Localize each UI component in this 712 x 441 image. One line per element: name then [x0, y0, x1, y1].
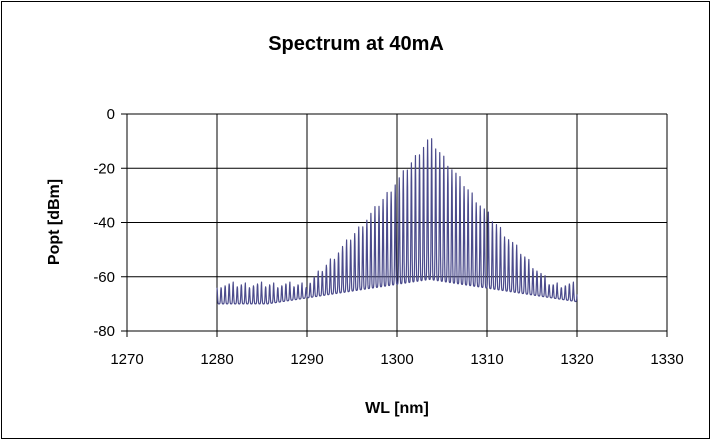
- x-tick-label: 1330: [650, 351, 683, 368]
- axes: [121, 113, 668, 337]
- y-tick-label: -60: [93, 269, 115, 286]
- y-tick-label: -80: [93, 323, 115, 340]
- y-tick-label: 0: [107, 106, 115, 123]
- x-tick-label: 1270: [110, 351, 143, 368]
- x-tick-label: 1310: [470, 351, 503, 368]
- tick-labels: 0 -20 -40 -60 -80 1270 1280 1290 1300 1310 1320 133…: [93, 106, 683, 368]
- series-line-spectrum: [216, 138, 578, 305]
- series-layer: [216, 138, 578, 305]
- chart-title: Spectrum at 40mA: [268, 33, 444, 55]
- x-axis-label: WL [nm]: [365, 400, 429, 417]
- y-tick-label: -20: [93, 160, 115, 177]
- y-axis-label: Popt [dBm]: [46, 179, 63, 265]
- grid: [127, 113, 668, 331]
- y-tick-label: -40: [93, 215, 115, 232]
- x-tick-label: 1300: [380, 351, 413, 368]
- x-tick-label: 1280: [200, 351, 233, 368]
- x-tick-label: 1290: [290, 351, 323, 368]
- x-tick-label: 1320: [560, 351, 593, 368]
